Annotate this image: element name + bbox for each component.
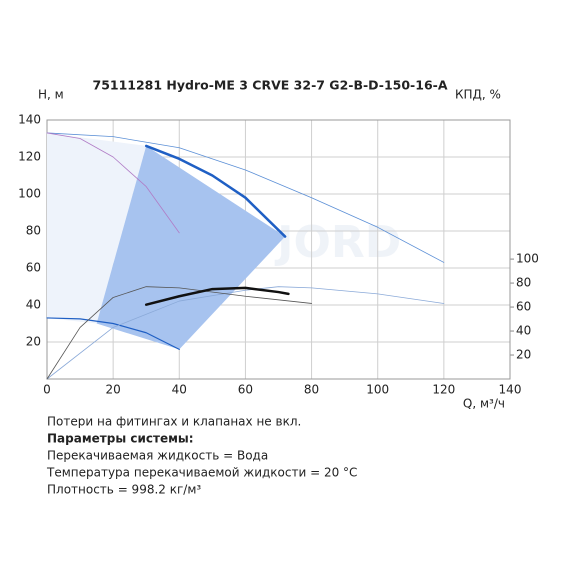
curve [144,286,290,306]
y-axis-label: H, м [38,88,64,102]
y-tick-label: 20 [26,335,41,349]
y-tick-label: 120 [18,150,41,164]
note: Параметры системы: [47,432,194,446]
y2-tick-label: 80 [516,276,531,290]
area [47,132,147,324]
y-tick-label: 60 [26,261,41,275]
x-tick-label: 100 [366,383,389,397]
x-tick-label: 60 [238,383,253,397]
y-tick-label: 80 [26,224,41,238]
note: Плотность = 998.2 кг/м³ [47,483,201,497]
y2-tick-label: 60 [516,300,531,314]
x-axis-label: Q, м³/ч [463,397,505,411]
curve [46,286,445,380]
y2-axis-label: КПД, % [455,88,501,102]
x-tick-label: 20 [106,383,121,397]
y-tick-label: 40 [26,298,41,312]
note: Потери на фитингах и клапанах не вкл. [47,415,301,429]
chart-title: 75111281 Hydro-ME 3 CRVE 32-7 G2-B-D-150… [93,78,448,93]
curve [46,286,312,380]
curve [46,317,180,350]
y-tick-label: 140 [18,113,41,127]
y2-tick-label: 40 [516,324,531,338]
note: Перекачиваемая жидкость = Вода [47,449,268,463]
x-tick-label: 40 [172,383,187,397]
x-tick-label: 0 [43,383,51,397]
y-tick-label: 100 [18,187,41,201]
x-tick-label: 120 [432,383,455,397]
y2-tick-label: 20 [516,348,531,362]
area [96,145,286,350]
curve [144,144,287,238]
y2-tick-label: 100 [516,252,539,266]
note: Температура перекачиваемой жидкости = 20… [46,466,357,480]
curve [46,132,180,234]
x-tick-label: 80 [304,383,319,397]
curve [46,132,445,263]
x-tick-label: 140 [499,383,522,397]
